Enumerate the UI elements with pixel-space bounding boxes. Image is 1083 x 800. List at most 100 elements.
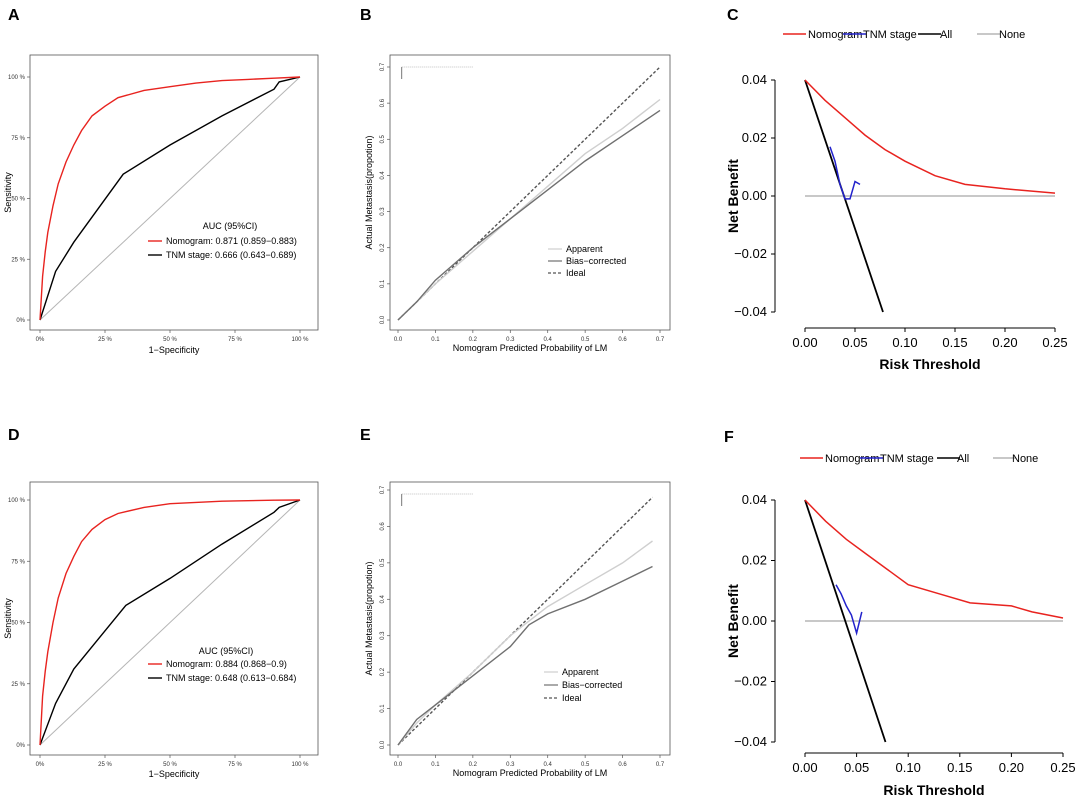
y-tick-label: −0.02: [734, 674, 767, 689]
series-line-1: [397, 565, 653, 746]
y-tick-label: 0.3: [380, 631, 386, 640]
y-axis-label: Sensitivity: [3, 172, 13, 213]
x-tick-label: 0%: [36, 337, 45, 343]
legend-entry: Nomogram: [825, 453, 879, 465]
plot-frame: [29, 54, 319, 331]
panel-label: D: [8, 427, 20, 444]
x-tick-label: 75 %: [228, 337, 242, 343]
x-tick-label: 0%: [36, 762, 45, 768]
series-line-1: [835, 584, 863, 637]
legend-entry: TNM stage: 0.648 (0.613−0.684): [166, 673, 296, 683]
x-tick-label: 0.1: [431, 337, 440, 343]
y-tick-label: 0.00: [742, 613, 767, 628]
x-tick-label: 0.5: [581, 762, 590, 768]
y-axis-label: Actual Metastasis(propotion): [364, 135, 374, 249]
y-tick-label: 0.2: [380, 243, 386, 252]
series-line-2: [397, 496, 653, 746]
legend-entry: TNM stage: [863, 29, 917, 41]
y-tick-label: 0.6: [380, 98, 386, 107]
y-tick-label: 0.1: [380, 704, 386, 713]
legend-entry: None: [999, 29, 1025, 41]
y-tick-label: 0.7: [380, 485, 386, 494]
y-tick-label: 0.0: [380, 315, 386, 324]
legend-entry: Apparent: [562, 667, 599, 677]
y-tick-label: 50 %: [11, 621, 25, 627]
legend-entry: TNM stage: [880, 453, 934, 465]
y-tick-label: 0.04: [742, 492, 767, 507]
x-axis-label: Risk Threshold: [883, 782, 984, 798]
legend-entry: All: [940, 29, 952, 41]
y-tick-label: 0.4: [380, 171, 386, 180]
x-tick-label: 0.25: [1042, 335, 1067, 350]
panel-a: A 0% 25 % 50 % 75 % 100 % 0% 25 % 50 % 75 % 100 % 1…: [3, 7, 319, 355]
panel-label: A: [8, 7, 20, 24]
series-line-2: [39, 499, 301, 746]
legend-entry: Bias−corrected: [566, 256, 626, 266]
x-tick-label: 0.4: [544, 337, 553, 343]
y-tick-label: −0.02: [734, 246, 767, 261]
plot-frame: [389, 54, 671, 331]
panel-e: E 0.0 0.1 0.2 0.3 0.4 0.5 0.6 0.7 0.0 0.1 0.2 0.3 0.4…: [360, 427, 671, 778]
panel-label: F: [724, 429, 734, 446]
y-axis-label: Sensitivity: [3, 598, 13, 639]
x-tick-label: 100 %: [291, 762, 309, 768]
x-tick-label: 0.7: [656, 337, 665, 343]
x-tick-label: 0.25: [1050, 760, 1075, 775]
y-tick-label: 0.1: [380, 279, 386, 288]
x-axis-label: Risk Threshold: [879, 356, 980, 372]
legend-title: AUC (95%CI): [199, 646, 254, 656]
x-tick-label: 0.3: [506, 337, 515, 343]
legend-entry: None: [1012, 453, 1038, 465]
y-tick-label: 0.4: [380, 594, 386, 603]
x-tick-label: 0.7: [656, 762, 665, 768]
series-line-0: [397, 540, 653, 746]
x-tick-label: 75 %: [228, 762, 242, 768]
x-tick-label: 0.00: [792, 760, 817, 775]
x-tick-label: 0.0: [394, 337, 403, 343]
y-tick-label: 0.3: [380, 207, 386, 216]
x-axis-label: 1−Specificity: [149, 345, 200, 355]
legend-entry: Apparent: [566, 244, 603, 254]
series-line-0: [804, 79, 1056, 194]
y-tick-label: 0%: [16, 318, 25, 324]
y-tick-label: 25 %: [11, 257, 25, 263]
y-tick-label: 75 %: [11, 136, 25, 142]
x-tick-label: 0.15: [947, 760, 972, 775]
y-axis-label: Net Benefit: [725, 584, 741, 658]
x-tick-label: 25 %: [98, 337, 112, 343]
series-line-1: [39, 76, 301, 321]
y-tick-label: 0.00: [742, 188, 767, 203]
y-tick-label: 50 %: [11, 197, 25, 203]
x-tick-label: 0.0: [394, 762, 403, 768]
y-tick-label: 100 %: [8, 498, 26, 504]
y-tick-label: 0.04: [742, 72, 767, 87]
x-tick-label: 0.3: [506, 762, 515, 768]
panel-b: B 0.0 0.1 0.2 0.3 0.4 0.5 0.6 0.7 0.0 0.1 0.2 0.3 0.4…: [360, 7, 671, 353]
panel-d: D 0% 25 % 50 % 75 % 100 % 0% 25 % 50 % 75 % 100 % 1…: [3, 427, 319, 779]
x-tick-label: 0.10: [892, 335, 917, 350]
series-line-2: [39, 76, 301, 321]
x-tick-label: 25 %: [98, 762, 112, 768]
y-tick-label: 0.02: [742, 553, 767, 568]
plot-frame: [29, 481, 319, 756]
x-tick-label: 0.6: [618, 762, 627, 768]
x-tick-label: 100 %: [291, 337, 309, 343]
series-line-0: [39, 76, 301, 321]
legend-entry: Ideal: [562, 693, 582, 703]
x-tick-label: 0.2: [469, 762, 478, 768]
x-tick-label: 0.05: [844, 760, 869, 775]
y-axis-label: Net Benefit: [725, 159, 741, 233]
y-tick-label: −0.04: [734, 304, 767, 319]
y-tick-label: 0.02: [742, 130, 767, 145]
legend-title: AUC (95%CI): [203, 221, 258, 231]
x-tick-label: 0.05: [842, 335, 867, 350]
series-line-1: [829, 146, 861, 200]
y-tick-label: 0%: [16, 743, 25, 749]
x-tick-label: 0.2: [469, 337, 478, 343]
panel-f: F 0.00 0.05 0.10 0.15 0.20 0.25 0.04 0.02 0.00 −0.…: [724, 429, 1076, 798]
legend-entry: TNM stage: 0.666 (0.643−0.689): [166, 250, 296, 260]
legend-entry: Nomogram: [808, 29, 862, 41]
y-axis-label: Actual Metastasis(propotion): [364, 561, 374, 675]
series-line-0: [804, 499, 1064, 619]
